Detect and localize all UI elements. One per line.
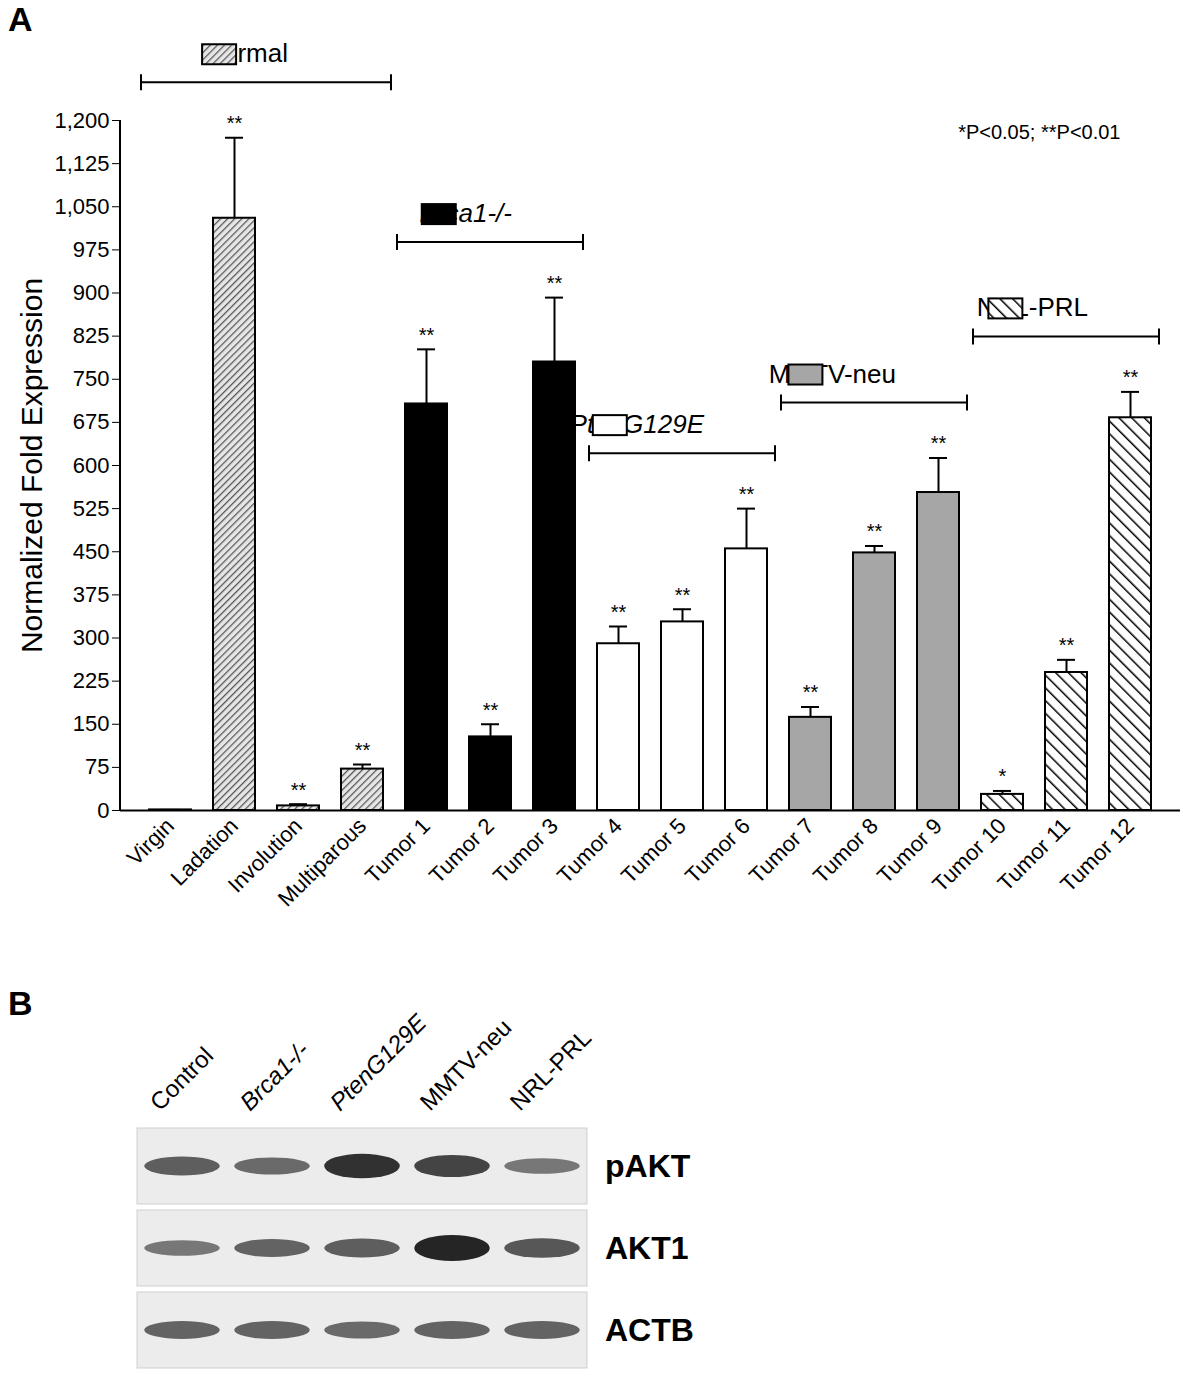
svg-text:Tumor 9: Tumor 9: [872, 813, 947, 889]
svg-text:**: **: [931, 432, 947, 454]
svg-text:**: **: [739, 483, 755, 505]
svg-text:Tumor 1: Tumor 1: [360, 813, 435, 888]
svg-text:**: **: [611, 601, 627, 623]
svg-text:Ladation: Ladation: [165, 813, 243, 891]
svg-text:Tumor 5: Tumor 5: [616, 813, 691, 888]
svg-text:1,200: 1,200: [54, 108, 109, 133]
svg-text:PtenG129E: PtenG129E: [570, 409, 705, 439]
svg-text:525: 525: [73, 496, 110, 521]
svg-text:1,125: 1,125: [54, 151, 109, 176]
svg-text:PtenG129E: PtenG129E: [324, 1008, 432, 1116]
svg-text:Tumor 4: Tumor 4: [552, 813, 627, 888]
svg-text:pAKT: pAKT: [605, 1148, 691, 1184]
svg-text:375: 375: [73, 582, 110, 607]
svg-text:Tumor 6: Tumor 6: [680, 813, 755, 888]
svg-text:Normal: Normal: [204, 38, 288, 69]
svg-text:225: 225: [73, 668, 110, 693]
svg-text:Brca1-/-: Brca1-/-: [420, 198, 513, 228]
svg-text:**: **: [1059, 634, 1075, 656]
svg-text:**: **: [227, 112, 243, 134]
html-text:A: A: [8, 0, 33, 38]
svg-text:975: 975: [73, 237, 110, 262]
svg-text:Tumor 8: Tumor 8: [808, 813, 883, 888]
svg-text:Tumor 7: Tumor 7: [744, 813, 819, 888]
svg-text:150: 150: [73, 711, 110, 736]
svg-text:600: 600: [73, 453, 110, 478]
svg-text:825: 825: [73, 323, 110, 348]
svg-text:75: 75: [85, 754, 109, 779]
svg-text:ACTB: ACTB: [605, 1312, 694, 1348]
svg-text:675: 675: [73, 409, 110, 434]
svg-text:Normalized Fold Expression: Normalized Fold Expression: [15, 278, 48, 653]
svg-text:Control: Control: [144, 1042, 218, 1116]
svg-text:Involution: Involution: [222, 813, 307, 898]
svg-text:**: **: [803, 681, 819, 703]
svg-text:**: **: [867, 520, 883, 542]
svg-text:Tumor 11: Tumor 11: [992, 813, 1075, 896]
svg-text:**: **: [1123, 366, 1139, 388]
svg-text:Multiparous: Multiparous: [273, 813, 371, 911]
svg-text:Brca1-/-: Brca1-/-: [234, 1036, 313, 1115]
svg-text:Tumor 10: Tumor 10: [927, 813, 1011, 897]
svg-text:**: **: [675, 584, 691, 606]
svg-text:MMTV-neu: MMTV-neu: [414, 1013, 516, 1115]
svg-text:NRL-PRL: NRL-PRL: [504, 1024, 596, 1116]
svg-text:**: **: [355, 739, 371, 761]
svg-text:1,050: 1,050: [54, 194, 109, 219]
svg-text:750: 750: [73, 366, 110, 391]
svg-text:*P<0.05; **P<0.01: *P<0.05; **P<0.01: [958, 121, 1120, 143]
svg-text:300: 300: [73, 625, 110, 650]
svg-text:Tumor 3: Tumor 3: [488, 813, 563, 888]
svg-text:Tumor 12: Tumor 12: [1055, 813, 1139, 897]
svg-text:900: 900: [73, 280, 110, 305]
svg-text:**: **: [291, 779, 307, 801]
svg-text:B: B: [8, 984, 33, 1022]
svg-text:Tumor 2: Tumor 2: [424, 813, 499, 888]
svg-text:**: **: [419, 324, 435, 346]
svg-text:NRL-PRL: NRL-PRL: [977, 292, 1088, 322]
svg-text:**: **: [547, 272, 563, 294]
svg-text:*: *: [999, 765, 1007, 787]
svg-text:AKT1: AKT1: [605, 1230, 689, 1266]
svg-text:**: **: [483, 699, 499, 721]
svg-text:Virgin: Virgin: [122, 813, 179, 870]
svg-text:450: 450: [73, 539, 110, 564]
svg-text:0: 0: [97, 798, 109, 823]
svg-text:MMTV-neu: MMTV-neu: [769, 359, 896, 389]
